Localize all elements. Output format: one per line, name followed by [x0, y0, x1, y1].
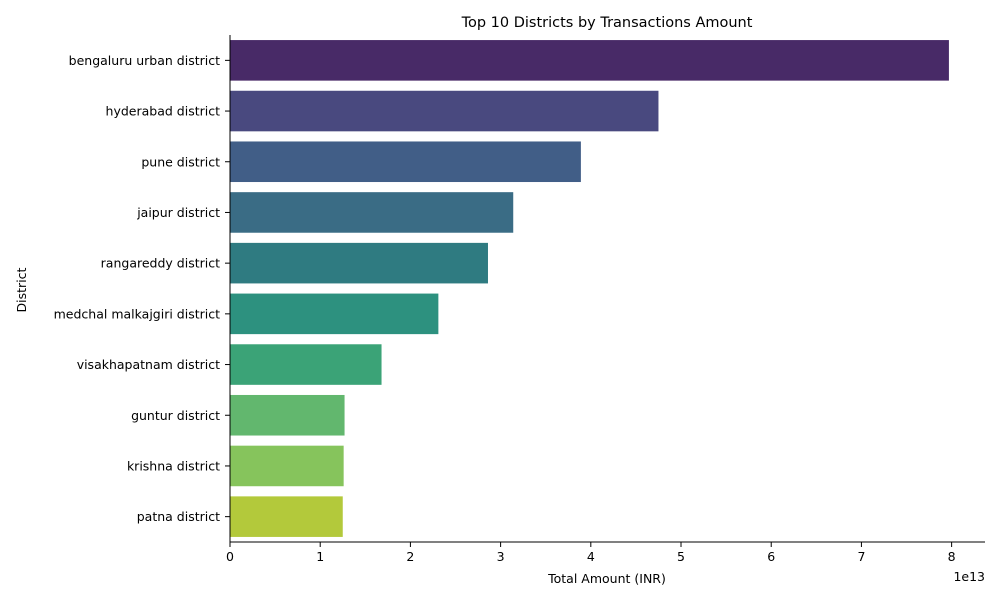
- bar-3: [230, 192, 514, 233]
- chart-title: Top 10 Districts by Transactions Amount: [461, 15, 753, 31]
- x-tick-label: 5: [677, 549, 685, 564]
- x-tick-label: 1: [316, 549, 324, 564]
- y-tick-label: jaipur district: [136, 205, 220, 220]
- bar-7: [230, 394, 345, 436]
- y-tick-label: rangareddy district: [101, 256, 220, 271]
- bar-0: [230, 40, 949, 81]
- x-axis-ticks: 0 1 2 3 4 5 6 7 8: [226, 542, 956, 564]
- y-axis-ticks: bengaluru urban district hyderabad distri…: [54, 53, 230, 524]
- y-tick-label: hyderabad district: [106, 104, 221, 119]
- x-tick-label: 8: [948, 549, 956, 564]
- x-tick-label: 4: [587, 549, 595, 564]
- y-tick-label: patna district: [137, 509, 220, 524]
- bar-6: [230, 344, 382, 385]
- y-tick-label: guntur district: [131, 408, 220, 423]
- y-axis-label: District: [14, 267, 29, 312]
- x-tick-label: 2: [406, 549, 414, 564]
- y-tick-label: visakhapatnam district: [77, 357, 220, 372]
- bar-8: [230, 445, 344, 487]
- y-tick-label: bengaluru urban district: [69, 53, 220, 68]
- y-tick-label: pune district: [141, 154, 220, 169]
- bars-group: [230, 40, 949, 537]
- x-tick-label: 0: [226, 549, 234, 564]
- x-axis-offset-label: 1e13: [953, 569, 985, 584]
- x-tick-label: 6: [767, 549, 775, 564]
- bar-2: [230, 141, 581, 183]
- x-tick-label: 3: [497, 549, 505, 564]
- y-tick-label: medchal malkajgiri district: [54, 306, 220, 321]
- bar-9: [230, 496, 343, 537]
- y-tick-label: krishna district: [127, 458, 220, 473]
- bar-4: [230, 242, 488, 284]
- bar-1: [230, 90, 659, 132]
- x-axis-label: Total Amount (INR): [547, 571, 666, 586]
- bar-5: [230, 293, 439, 335]
- x-tick-label: 7: [857, 549, 865, 564]
